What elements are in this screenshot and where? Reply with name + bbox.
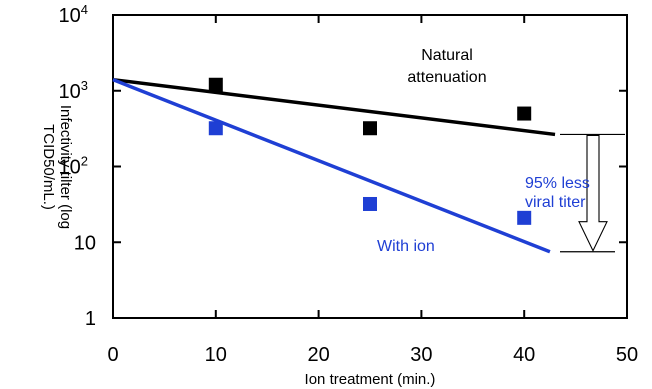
annotation-95-less: 95% less bbox=[525, 175, 590, 192]
annotation-viral-titer: viral titer bbox=[525, 194, 586, 211]
y-tick-label: 1 bbox=[85, 308, 96, 330]
x-tick-label: 10 bbox=[205, 344, 227, 366]
y-axis-title-line-1: Infectivity tilter (log bbox=[57, 105, 74, 229]
natural-attenuation-point bbox=[517, 106, 532, 121]
x-tick-label: 20 bbox=[307, 344, 329, 366]
y-tick-exponent: 2 bbox=[81, 154, 88, 169]
annotation-natural: Natural bbox=[421, 47, 473, 64]
annotation-attenuation: attenuation bbox=[407, 69, 486, 86]
with-ion-point bbox=[363, 196, 377, 211]
reduction-arrow bbox=[578, 134, 608, 252]
with-ion-point bbox=[208, 121, 223, 136]
y-tick-label: 10 bbox=[74, 232, 96, 254]
natural-attenuation-point bbox=[208, 77, 223, 92]
x-tick-label: 50 bbox=[616, 344, 638, 366]
y-axis-title-line-2: TCID50/mL.) bbox=[40, 124, 57, 210]
y-tick-label: 104 bbox=[59, 2, 88, 27]
natural-attenuation-trend-line bbox=[112, 77, 556, 137]
plot-frame bbox=[112, 14, 628, 319]
x-tick-label: 40 bbox=[513, 344, 535, 366]
x-tick-label: 0 bbox=[107, 344, 118, 366]
y-axis-title: Infectivity tilter (log TCID50/mL.) bbox=[40, 105, 74, 229]
y-tick-label: 103 bbox=[59, 78, 88, 103]
data-markers bbox=[208, 77, 532, 225]
difference-bracket bbox=[560, 133, 625, 253]
with-ion-trend-line bbox=[112, 78, 551, 254]
y-tick-exponent: 3 bbox=[81, 78, 88, 93]
x-tick-label: 30 bbox=[410, 344, 432, 366]
x-axis-title: Ion treatment (min.) bbox=[305, 371, 436, 388]
natural-attenuation-point bbox=[363, 121, 377, 136]
annotation-with-ion: With ion bbox=[377, 238, 435, 255]
trend-lines bbox=[112, 77, 556, 254]
y-tick-exponent: 4 bbox=[81, 2, 88, 17]
with-ion-point bbox=[517, 210, 532, 225]
